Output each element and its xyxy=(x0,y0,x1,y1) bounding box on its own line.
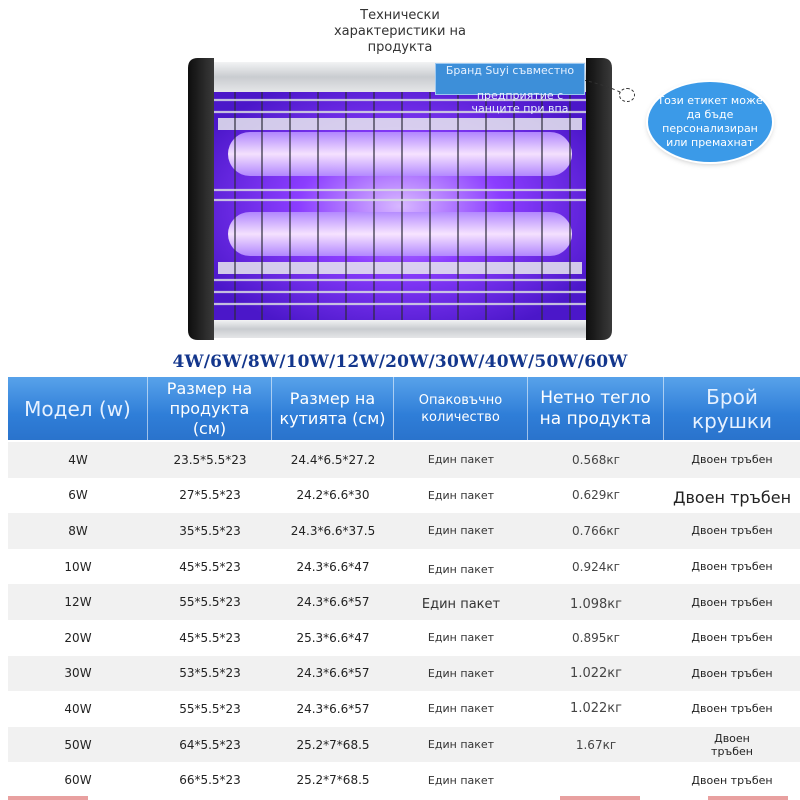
cell-model: 6W xyxy=(68,488,88,503)
cell-size: 66*5.5*23 xyxy=(179,773,241,788)
header-box-size: Размер на кутията (см) xyxy=(272,377,394,440)
brand-tag-text: Бранд Suyi съвместно xyxy=(445,64,575,77)
cell-box: 24.3*6.6*37.5 xyxy=(290,523,376,538)
cell-bulbs: Двоен тръбен xyxy=(691,524,773,538)
table-row: 40W 55*5.5*23 24.3*6.6*57 Един пакет 1.0… xyxy=(8,691,800,727)
edge-mark xyxy=(708,796,788,800)
table-row: 50W 64*5.5*23 25.2*7*68.5 Един пакет 1.6… xyxy=(8,726,800,763)
table-row: 6W 27*5.5*23 24.2*6.6*30 Един пакет 0.62… xyxy=(8,477,800,514)
cell-box: 25.2*7*68.5 xyxy=(296,773,370,788)
cell-weight: 0.924кг xyxy=(572,559,620,574)
cell-model: 8W xyxy=(68,523,88,538)
cell-model: 40W xyxy=(64,701,92,716)
cell-bulbs: Двоен тръбен xyxy=(691,773,773,787)
cell-size: 55*5.5*23 xyxy=(179,701,241,716)
cell-size: 64*5.5*23 xyxy=(179,737,241,752)
cell-model: 60W xyxy=(64,773,92,788)
pin-marker-icon xyxy=(619,88,635,102)
edge-mark xyxy=(8,796,88,800)
cell-pack: Един пакет xyxy=(427,453,495,467)
cell-pack: Един пакет xyxy=(427,702,495,716)
cell-pack: Един пакет xyxy=(427,773,495,787)
wattage-list: 4W/6W/8W/10W/12W/20W/30W/40W/50W/60W xyxy=(172,352,628,372)
table-row: 60W 66*5.5*23 25.2*7*68.5 Един пакет Дво… xyxy=(8,762,800,798)
cell-box: 24.3*6.6*57 xyxy=(296,701,370,716)
spec-table-header: Модел (w) Размер на продукта (см) Размер… xyxy=(8,377,800,440)
cell-bulbs: Двоен тръбен xyxy=(672,487,792,507)
bug-zapper-illustration xyxy=(188,58,621,340)
header-net-weight: Нетно тегло на продукта xyxy=(528,377,664,440)
header-product-size: Размер на продукта (см) xyxy=(148,377,272,440)
customizable-label-callout: Този етикет може да бъде персонализиран … xyxy=(648,82,772,162)
cell-bulbs: Двоен тръбен xyxy=(691,453,773,467)
cell-weight: 1.022кг xyxy=(570,701,622,717)
cell-model: 4W xyxy=(68,452,88,467)
cell-pack: Един пакет xyxy=(427,666,495,680)
table-row: 4W 23.5*5.5*23 24.4*6.5*27.2 Един пакет … xyxy=(8,442,800,478)
cell-pack: Един пакет xyxy=(427,631,495,645)
header-model: Модел (w) xyxy=(8,377,148,440)
edge-mark xyxy=(560,796,640,800)
cell-weight: 0.895кг xyxy=(572,630,620,645)
cell-model: 20W xyxy=(64,630,92,645)
cell-pack: Един пакет xyxy=(421,596,501,612)
cell-weight: 1.67кг xyxy=(575,737,617,752)
brand-tag: Бранд Suyi съвместно xyxy=(435,63,585,95)
cell-pack: Един пакет xyxy=(427,488,495,502)
spec-caption: Технически характеристики на продукта xyxy=(333,8,467,55)
cell-size: 35*5.5*23 xyxy=(179,523,241,538)
cell-size: 55*5.5*23 xyxy=(179,595,241,610)
cell-model: 50W xyxy=(64,737,92,752)
cell-weight: 1.098кг xyxy=(570,596,622,612)
header-packing-qty: Опаковъчно количество xyxy=(394,377,528,440)
cell-weight: 0.568кг xyxy=(572,452,620,467)
cell-size: 23.5*5.5*23 xyxy=(173,452,247,467)
cell-size: 27*5.5*23 xyxy=(179,488,241,503)
cell-size: 45*5.5*23 xyxy=(179,559,241,574)
cell-pack: Един пакет xyxy=(427,738,495,752)
cell-box: 25.2*7*68.5 xyxy=(296,737,370,752)
cell-pack: Един пакет xyxy=(427,524,495,538)
cell-weight: 1.022кг xyxy=(570,665,622,681)
cell-model: 10W xyxy=(64,559,92,574)
header-bulb-count: Брой крушки xyxy=(692,384,772,433)
table-row: 30W 53*5.5*23 24.3*6.6*57 Един пакет 1.0… xyxy=(8,655,800,692)
table-row: 12W 55*5.5*23 24.3*6.6*57 Един пакет 1.0… xyxy=(8,584,800,620)
cell-size: 45*5.5*23 xyxy=(179,630,241,645)
table-row: 10W 45*5.5*23 24.3*6.6*47 Един пакет 0.9… xyxy=(8,548,800,585)
spec-table-body: 4W 23.5*5.5*23 24.4*6.5*27.2 Един пакет … xyxy=(8,442,800,798)
callout-text: Този етикет може да бъде персонализиран … xyxy=(657,94,763,149)
cell-box: 25.3*6.6*47 xyxy=(296,630,370,645)
cell-box: 24.3*6.6*57 xyxy=(296,595,370,610)
cell-box: 24.3*6.6*57 xyxy=(296,666,370,681)
cell-bulbs: Двоен тръбен xyxy=(691,631,773,645)
cell-box: 24.2*6.6*30 xyxy=(296,488,370,503)
bottom-edge-marks xyxy=(0,796,800,800)
cell-model: 12W xyxy=(64,595,92,610)
product-image: Бранд Suyi съвместно предприятие с чанци… xyxy=(0,0,800,345)
table-row: 20W 45*5.5*23 25.3*6.6*47 Един пакет 0.8… xyxy=(8,619,800,656)
cell-bulbs: Двоен тръбен xyxy=(691,666,773,680)
cell-bulbs: Двоен тръбен xyxy=(691,702,773,716)
cell-bulbs: Двоен тръбен xyxy=(711,731,753,758)
cell-bulbs: Двоен тръбен xyxy=(691,595,773,609)
cell-box: 24.4*6.5*27.2 xyxy=(290,452,376,467)
brand-tag-overflow: предприятие с чанците при впа xyxy=(471,89,569,115)
cell-bulbs: Двоен тръбен xyxy=(691,560,773,574)
cell-weight: 0.629кг xyxy=(572,488,620,503)
cell-weight: 0.766кг xyxy=(572,523,620,538)
cell-box: 24.3*6.6*47 xyxy=(296,559,370,574)
cell-model: 30W xyxy=(64,666,92,681)
cell-size: 53*5.5*23 xyxy=(179,666,241,681)
table-row: 8W 35*5.5*23 24.3*6.6*37.5 Един пакет 0.… xyxy=(8,513,800,549)
cell-pack: Един пакет xyxy=(427,563,495,577)
